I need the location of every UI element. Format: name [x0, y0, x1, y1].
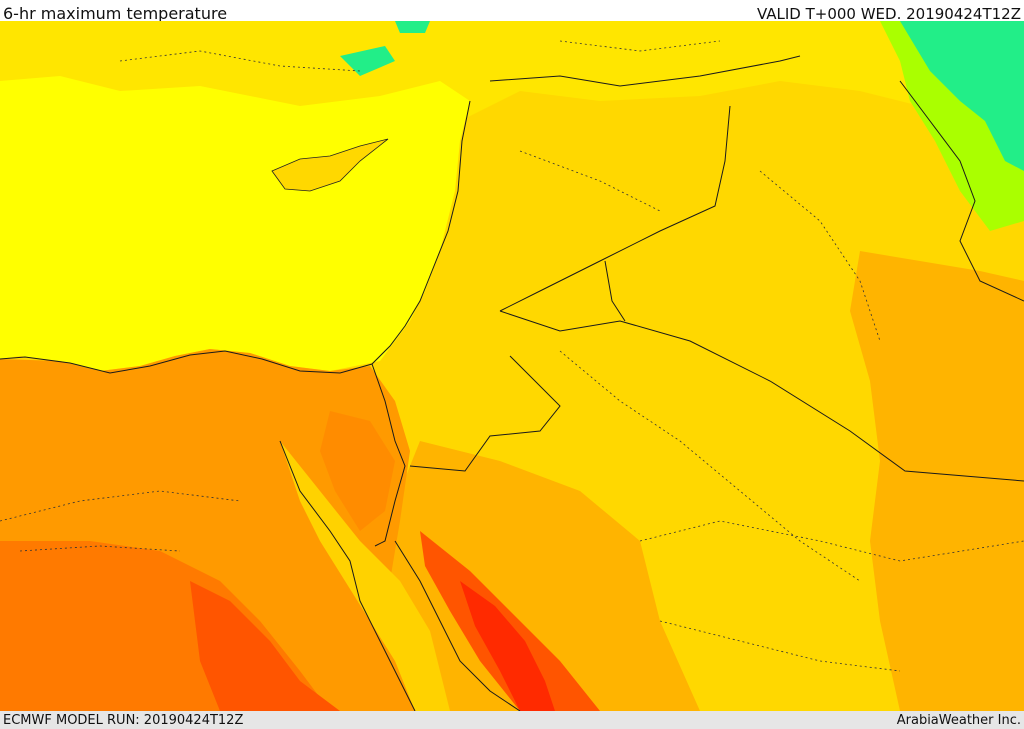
footer-bar: ECMWF MODEL RUN: 20190424T12Z ArabiaWeat… — [0, 711, 1024, 729]
hot-zone-egypt — [190, 581, 340, 711]
temp-zone-central — [380, 441, 700, 711]
cold-spot-north — [340, 46, 395, 76]
coastline-levant — [0, 100, 471, 374]
border-syria-iraq — [499, 105, 731, 312]
mediterranean-sea — [0, 76, 470, 371]
border-jordan — [409, 355, 561, 472]
hot-zone-arabia-west — [420, 531, 600, 711]
temperature-map[interactable] — [0, 21, 1024, 711]
border-turkey-syria — [489, 55, 801, 87]
map-canvas — [0, 21, 1024, 711]
temp-zone-east — [850, 251, 1024, 711]
valid-time: VALID T+000 WED. 20190424T12Z — [756, 5, 1021, 23]
border-iraq-iran — [899, 80, 1024, 302]
map-title: 6-hr maximum temperature — [3, 4, 228, 23]
country-borders — [0, 55, 1024, 711]
cyprus-island — [271, 138, 389, 192]
cold-zone-northeast — [900, 21, 1024, 171]
credit-label: ArabiaWeather Inc. — [896, 713, 1021, 728]
header-bar: 6-hr maximum temperature VALID T+000 WED… — [0, 0, 1024, 23]
coastline-red-sea-west — [279, 440, 416, 711]
model-run-label: ECMWF MODEL RUN: 20190424T12Z — [3, 713, 244, 728]
red-sea — [280, 441, 450, 711]
hot-zone-sinai — [320, 411, 395, 531]
hottest-zone-arabia — [460, 581, 555, 711]
border-jordan-saudi — [499, 310, 1024, 482]
border-egypt-sinai — [371, 363, 406, 547]
coastline-red-sea-east — [394, 540, 521, 711]
border-saudi-iraq — [604, 260, 626, 322]
province-borders — [0, 40, 1024, 672]
temp-zone-north — [0, 21, 1024, 121]
cold-spot-north-2 — [395, 21, 430, 33]
